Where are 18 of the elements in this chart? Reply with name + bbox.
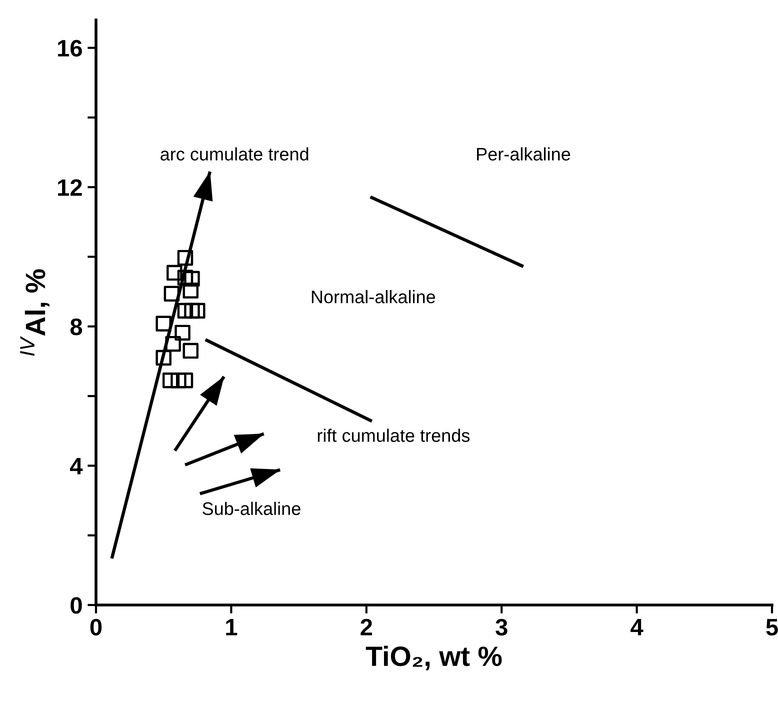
y-tick-label: 4 bbox=[70, 458, 83, 474]
annotation: arc cumulate trend bbox=[160, 147, 308, 161]
y-tick-label: 0 bbox=[70, 597, 82, 614]
x-tick-label: 3 bbox=[496, 618, 508, 636]
y-axis-title: $^{IV}$Al, % bbox=[20, 269, 50, 356]
y-tick-label: 12 bbox=[58, 179, 82, 196]
annotation: Per-alkaline bbox=[477, 147, 570, 161]
y-tick-label: 16 bbox=[58, 40, 82, 57]
x-axis-title: TiO₂, wt % bbox=[366, 646, 502, 670]
x-tick-label: 1 bbox=[226, 619, 238, 636]
x-tick-label: 2 bbox=[360, 618, 372, 636]
x-tick-label: 4 bbox=[630, 619, 644, 636]
annotation: rift cumulate trends bbox=[318, 428, 470, 442]
annotation: Normal-alkaline bbox=[312, 290, 436, 304]
x-tick-label: 5 bbox=[766, 619, 778, 636]
x-tick-label: 0 bbox=[90, 618, 102, 636]
y-tick-label: 8 bbox=[70, 318, 82, 336]
annotation: Sub-alkaline bbox=[202, 502, 300, 516]
